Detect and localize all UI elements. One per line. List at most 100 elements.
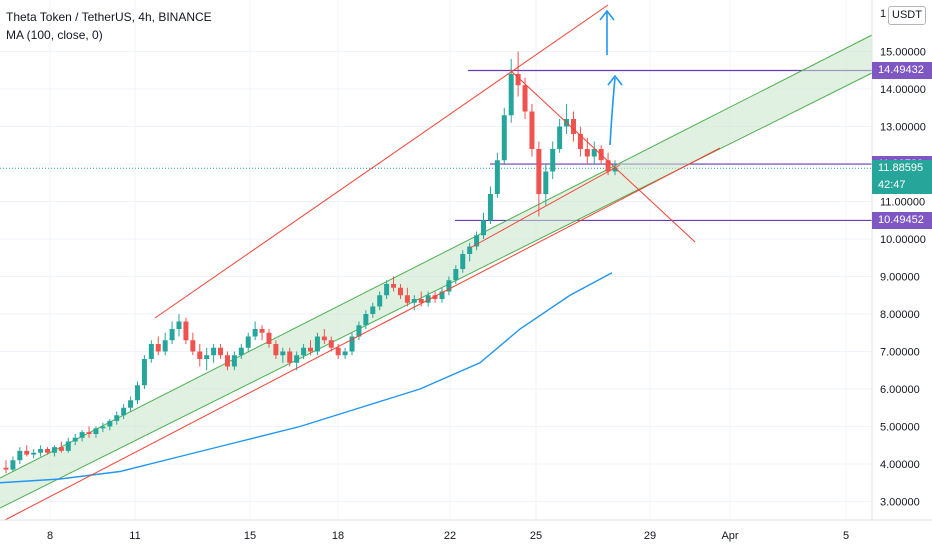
time-tick: 29 (644, 530, 656, 542)
candle-body (183, 321, 189, 341)
time-tick: 5 (843, 530, 849, 542)
candle-body (79, 432, 85, 438)
candle-body (204, 355, 210, 359)
candle-body (245, 336, 251, 348)
candle-body (487, 194, 493, 221)
candle-body (86, 432, 92, 434)
currency-button-label: USDT (892, 9, 922, 21)
curved-arrow-head-icon (607, 74, 623, 86)
channel-lower-line (0, 72, 873, 509)
candle-body (349, 336, 355, 352)
candle-body (397, 287, 403, 296)
price-tick: 11.00000 (880, 197, 925, 209)
chart-legend: Theta Token / TetherUS, 4h, BINANCE MA (… (6, 8, 212, 44)
candle-body (128, 400, 134, 408)
currency-button[interactable]: USDT (888, 6, 926, 25)
candle-body (252, 329, 258, 337)
candle-body (418, 299, 424, 303)
candle-body (114, 415, 120, 421)
candle-body (508, 74, 514, 116)
red-rising-trendline (4, 147, 721, 521)
symbol-title: Theta Token / TetherUS, 4h, BINANCE (6, 10, 212, 24)
time-tick: 18 (332, 530, 344, 542)
candle-body (121, 407, 127, 416)
candle-body (93, 428, 99, 434)
candle-body (17, 450, 23, 461)
price-tick: 13.00000 (880, 122, 926, 134)
candle-body (543, 171, 549, 194)
price-tick: 7.00000 (880, 347, 920, 359)
time-axis: 8 11 15 18 22 25 29 Apr 5 (0, 519, 932, 542)
candle-body (605, 160, 611, 172)
horizontal-levels (0, 69, 872, 222)
candle-body (294, 355, 300, 363)
candle-body (301, 347, 307, 356)
price-tick: 3.00000 (880, 497, 920, 509)
candle-body (100, 426, 106, 429)
candle-body (404, 295, 410, 303)
candles (3, 51, 618, 474)
candle-body (557, 126, 563, 149)
candle-body (328, 340, 334, 348)
time-tick: 25 (530, 530, 542, 542)
candle-body (169, 329, 175, 341)
candle-body (211, 347, 217, 356)
candle-body (3, 467, 9, 470)
candle-body (384, 284, 390, 296)
candle-body (577, 134, 583, 149)
candle-body (266, 332, 272, 344)
candle-body (321, 336, 327, 341)
ma-100-line (0, 272, 613, 484)
candle-body (446, 280, 452, 292)
candle-body (10, 460, 16, 470)
candle-body (522, 85, 528, 112)
price-tick: 6.00000 (880, 384, 920, 396)
candle-body (308, 347, 313, 352)
candle-body (148, 344, 154, 359)
candle-body (391, 284, 397, 288)
candle-body (58, 447, 64, 451)
candle-body (467, 246, 473, 254)
candle-body (453, 269, 459, 281)
candle-body (280, 351, 286, 356)
candle-body (529, 111, 535, 149)
candle-body (536, 149, 542, 194)
ascending-channel (0, 34, 873, 509)
price-tick: 9.00000 (880, 272, 920, 284)
price-tag: 11.88595 42:47 (872, 160, 932, 195)
candle-body (190, 340, 196, 352)
price-tick: 5.00000 (880, 422, 920, 434)
red-upper-trendline (154, 4, 609, 319)
time-tick: 15 (244, 530, 256, 542)
candle-body (432, 295, 438, 299)
candle-body (550, 149, 556, 172)
candle-body (72, 437, 78, 442)
candle-body (197, 351, 203, 359)
candle-body (363, 314, 369, 326)
candle-body (259, 329, 265, 333)
candle-body (273, 344, 279, 356)
price-tick-top: 1 (880, 8, 886, 20)
price-tag: 10.49452 (872, 212, 932, 230)
candle-body (494, 160, 500, 194)
candle-body (501, 115, 507, 161)
price-axis: 115.0000014.0000013.0000012.0000011.0000… (871, 0, 926, 520)
candle-body (45, 449, 51, 453)
candle-body (314, 336, 320, 352)
time-tick: 8 (47, 530, 53, 542)
channel-upper-line (0, 34, 873, 479)
candle-body (38, 449, 44, 453)
candle-body (584, 149, 590, 157)
candle-body (515, 74, 521, 86)
candle-body (591, 149, 597, 157)
candle-body (141, 359, 147, 386)
candle-body (287, 351, 293, 363)
candle-body (356, 325, 362, 337)
red-support-trendline (469, 164, 621, 249)
candle-body (425, 295, 431, 303)
price-tag: 14.49432 (872, 62, 932, 80)
moving-average-line (0, 272, 613, 484)
price-tick: 14.00000 (880, 84, 926, 96)
candle-body (439, 291, 445, 299)
